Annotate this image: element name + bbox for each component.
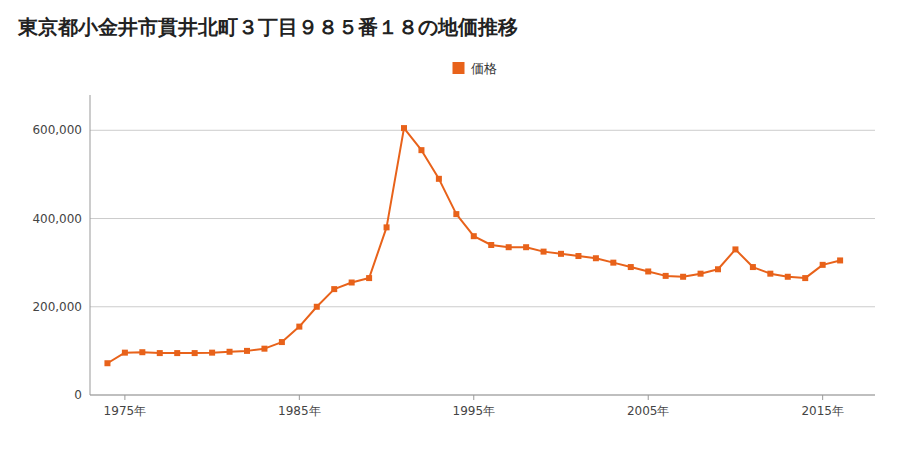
x-tick-label: 1985年 <box>278 404 321 418</box>
point <box>471 233 477 239</box>
x-axis-line <box>90 395 875 396</box>
legend-label: 価格 <box>471 61 497 76</box>
point <box>192 350 198 356</box>
point <box>732 246 738 252</box>
line <box>107 128 840 363</box>
point <box>436 176 442 182</box>
point <box>837 257 843 263</box>
grid-line <box>90 218 875 219</box>
y-grid <box>90 130 875 395</box>
point <box>593 255 599 261</box>
point <box>366 275 372 281</box>
point <box>523 244 529 250</box>
point <box>418 147 424 153</box>
point <box>785 274 791 280</box>
grid-line <box>90 130 875 131</box>
point <box>767 271 773 277</box>
y-tick-label: 600,000 <box>32 123 82 137</box>
point <box>820 262 826 268</box>
point <box>575 253 581 259</box>
point <box>104 360 110 366</box>
point <box>628 264 634 270</box>
point <box>384 224 390 230</box>
point <box>715 266 721 272</box>
point <box>279 339 285 345</box>
y-axis-line <box>90 95 91 395</box>
point <box>506 244 512 250</box>
point <box>541 249 547 255</box>
y-tick-label: 200,000 <box>32 300 82 314</box>
point <box>698 271 704 277</box>
point <box>663 273 669 279</box>
x-tick <box>822 395 823 400</box>
point <box>122 350 128 356</box>
x-tick <box>124 395 125 400</box>
x-tick <box>648 395 649 400</box>
background <box>0 0 900 450</box>
point <box>680 274 686 280</box>
title: 東京都小金井市貫井北町３丁目９８５番１８の地価推移 <box>17 15 518 39</box>
point <box>645 268 651 274</box>
point <box>157 350 163 356</box>
point <box>314 304 320 310</box>
x-tick-label: 2005年 <box>627 404 670 418</box>
point <box>244 348 250 354</box>
point <box>610 260 616 266</box>
point <box>401 125 407 131</box>
point <box>488 242 494 248</box>
x-tick-label: 1975年 <box>104 404 147 418</box>
x-tick <box>473 395 474 400</box>
point <box>558 251 564 257</box>
grid-line <box>90 395 875 396</box>
point <box>227 349 233 355</box>
point <box>174 350 180 356</box>
grid-line <box>90 306 875 307</box>
point <box>296 324 302 330</box>
y-tick-label: 400,000 <box>32 212 82 226</box>
legend: 価格 <box>453 61 497 76</box>
x-tick-label: 2015年 <box>801 404 844 418</box>
x-tick-label: 1995年 <box>453 404 496 418</box>
point <box>261 346 267 352</box>
point <box>331 286 337 292</box>
chart: 東京都小金井市貫井北町３丁目９８５番１８の地価推移 0 200,000 400,000… <box>0 0 900 450</box>
y-tick-label: 0 <box>74 388 82 402</box>
point <box>802 275 808 281</box>
point <box>139 349 145 355</box>
point <box>453 211 459 217</box>
x-tick <box>299 395 300 400</box>
point <box>349 280 355 286</box>
plot-area <box>104 125 843 366</box>
point <box>750 264 756 270</box>
point <box>209 350 215 356</box>
legend-symbol <box>453 62 465 74</box>
